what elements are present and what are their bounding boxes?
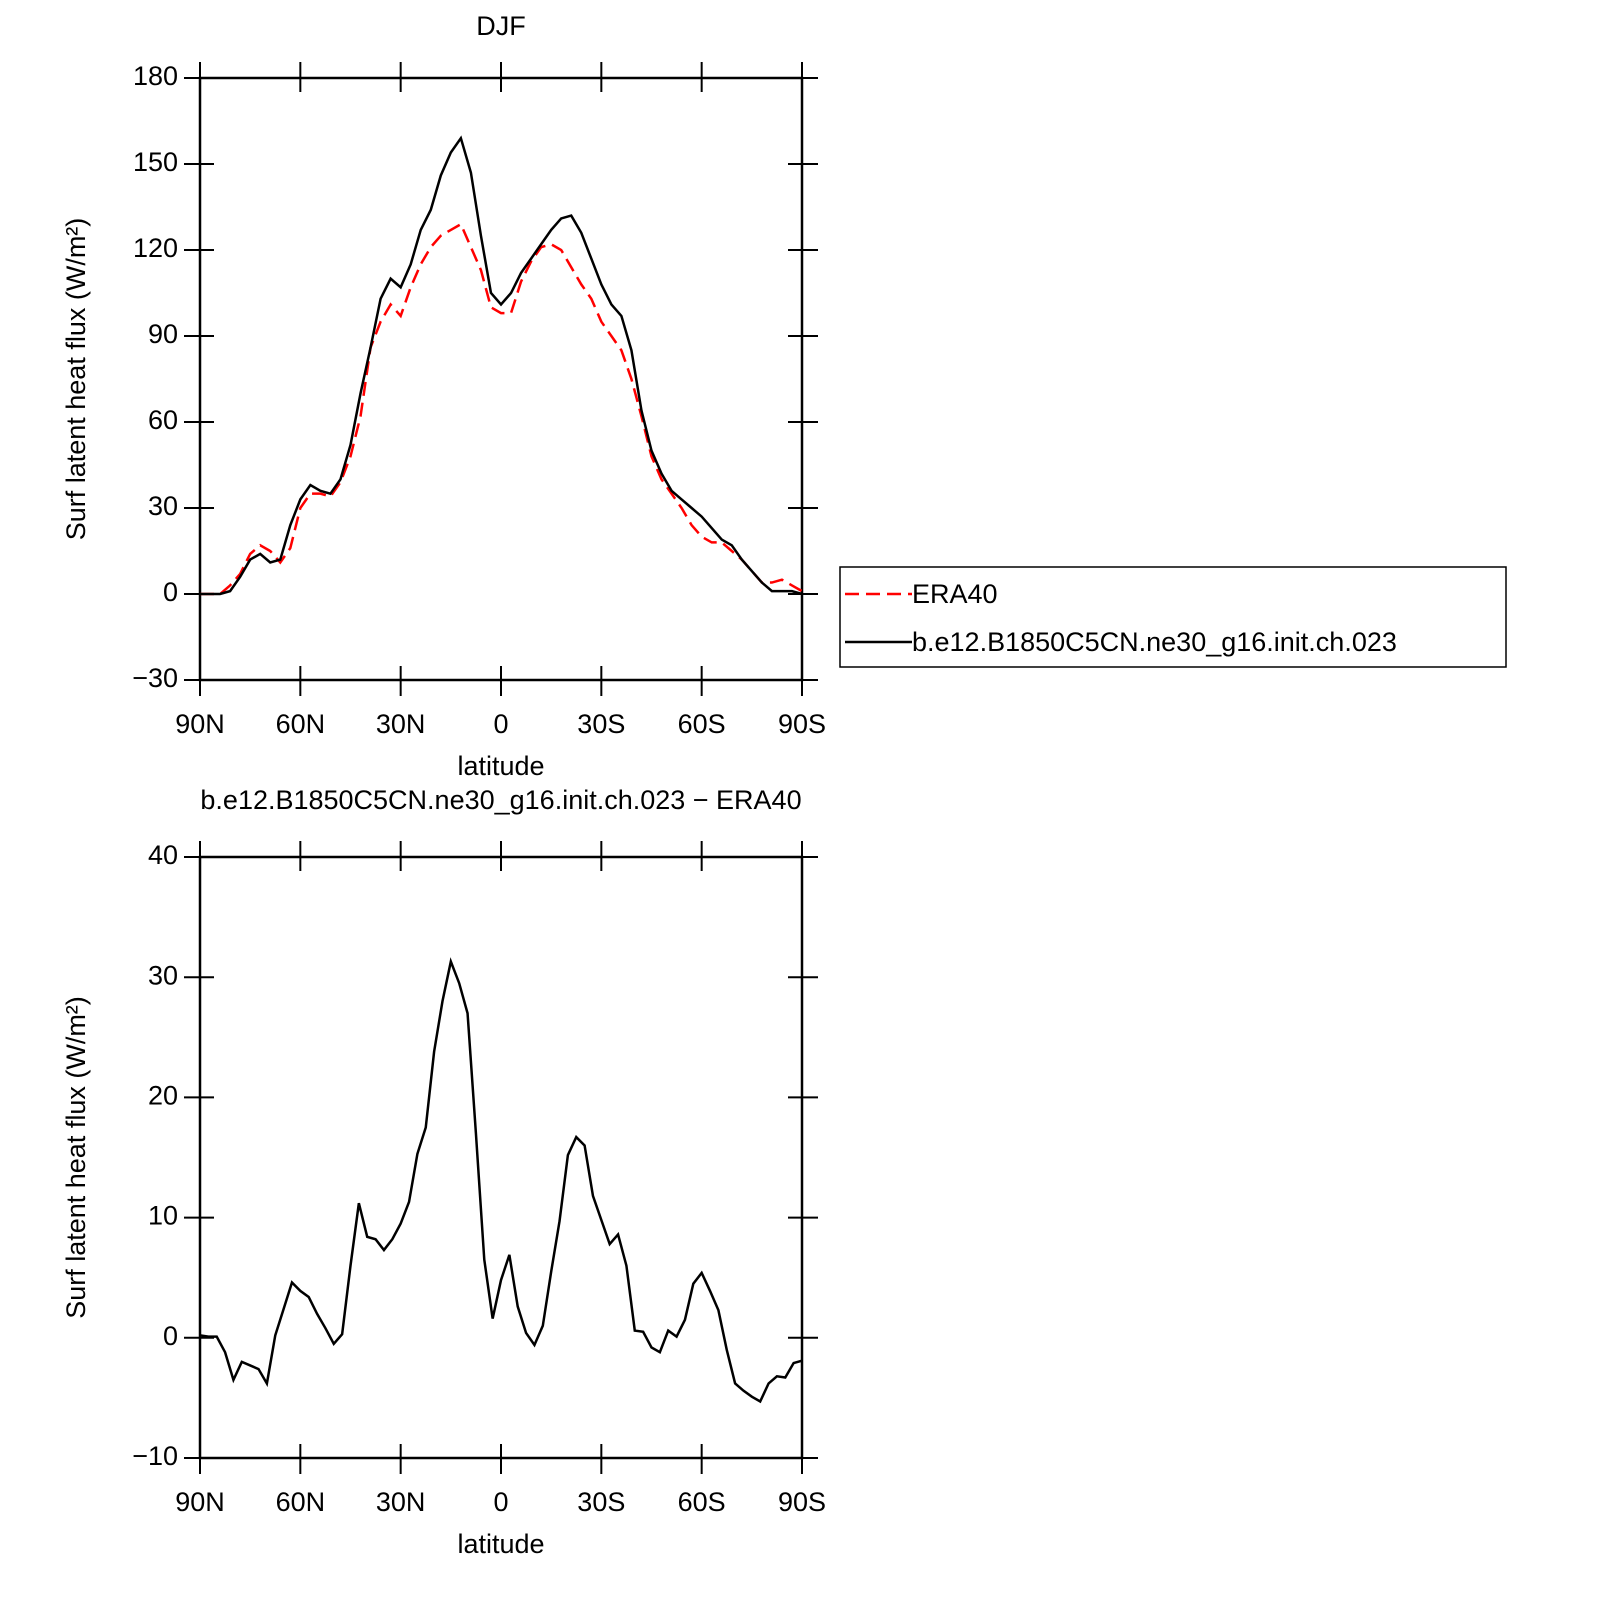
x-tick-label: 30N xyxy=(376,1487,426,1517)
y-tick-label: 0 xyxy=(163,577,178,607)
x-tick-label: 60N xyxy=(276,1487,326,1517)
x-tick-label: 0 xyxy=(493,1487,508,1517)
chart-title: b.e12.B1850C5CN.ne30_g16.init.ch.023 − E… xyxy=(200,785,801,815)
x-tick-label: 0 xyxy=(493,709,508,739)
y-tick-label: −30 xyxy=(132,663,178,693)
y-tick-label: 30 xyxy=(148,491,178,521)
x-axis-label: latitude xyxy=(457,1529,544,1559)
y-axis-label: Surf latent heat flux (W/m²) xyxy=(61,218,91,541)
x-tick-label: 30S xyxy=(577,1487,625,1517)
x-axis-label: latitude xyxy=(457,751,544,781)
y-tick-label: 0 xyxy=(163,1321,178,1351)
series-line xyxy=(200,222,803,596)
y-axis-label: Surf latent heat flux (W/m²) xyxy=(61,996,91,1319)
x-tick-label: 30S xyxy=(577,709,625,739)
y-tick-label: −10 xyxy=(132,1441,178,1471)
x-tick-label: 60S xyxy=(678,1487,726,1517)
x-tick-label: 60S xyxy=(678,709,726,739)
x-tick-label: 90S xyxy=(778,709,826,739)
y-tick-label: 30 xyxy=(148,960,178,990)
series-line xyxy=(199,957,803,1404)
legend-box xyxy=(839,566,1507,668)
legend-label: ERA40 xyxy=(912,579,998,609)
y-tick-label: 40 xyxy=(148,840,178,870)
x-tick-label: 90N xyxy=(175,709,225,739)
y-tick-label: 90 xyxy=(148,319,178,349)
legend-label: b.e12.B1850C5CN.ne30_g16.init.ch.023 xyxy=(912,627,1397,657)
x-tick-label: 90N xyxy=(175,1487,225,1517)
x-tick-label: 60N xyxy=(276,709,326,739)
plot-frame xyxy=(198,76,804,682)
series-line xyxy=(200,135,803,596)
y-tick-label: 180 xyxy=(133,61,178,91)
y-tick-label: 20 xyxy=(148,1081,178,1111)
y-tick-label: 150 xyxy=(133,147,178,177)
y-tick-label: 10 xyxy=(148,1201,178,1231)
x-tick-label: 30N xyxy=(376,709,426,739)
x-tick-label: 90S xyxy=(778,1487,826,1517)
chart-title: DJF xyxy=(476,11,526,41)
y-tick-label: 120 xyxy=(133,233,178,263)
y-tick-label: 60 xyxy=(148,405,178,435)
plot-frame xyxy=(198,855,804,1460)
